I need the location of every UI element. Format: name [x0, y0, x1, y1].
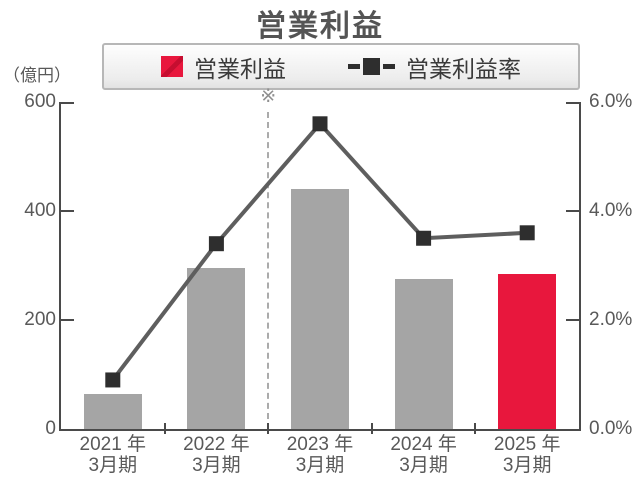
x-axis-label-line1: 2023 年 — [286, 434, 354, 455]
line-marker-2021 — [105, 372, 121, 388]
y-axis-label-left-0: 600 — [24, 91, 56, 112]
line-series-layer — [105, 116, 535, 388]
x-axis-label-2022: 2022 年 3月期 — [165, 434, 269, 476]
line-swatch-dash-icon — [383, 64, 395, 69]
legend-label-operating-profit: 営業利益 — [194, 55, 286, 82]
x-axis-label-2025: 2025 年 3月期 — [475, 434, 579, 476]
x-axis-label-line1: 2022 年 — [183, 434, 250, 455]
x-axis-tick — [267, 423, 270, 434]
x-axis-label-line2: 3月期 — [295, 455, 345, 476]
x-axis-label-line2: 3月期 — [502, 455, 552, 476]
x-axis-label-2023: 2023 年 3月期 — [268, 434, 372, 476]
x-axis-line — [59, 429, 581, 431]
y-axis-label-right-1: 4.0% — [589, 200, 633, 221]
y-axis-label-left-1: 400 — [24, 200, 56, 221]
x-axis-label-line2: 3月期 — [399, 455, 448, 476]
x-axis-label-line1: 2025 年 — [493, 434, 561, 455]
bar-2022 — [187, 268, 246, 429]
x-axis-label-line1: 2024 年 — [390, 434, 457, 455]
x-axis-tick — [474, 423, 477, 434]
plot-area — [59, 102, 581, 434]
y-axis-label-right-0: 6.0% — [589, 91, 633, 112]
line-swatch-dash-icon — [348, 64, 360, 69]
x-axis-tick — [370, 423, 373, 434]
left-axis-tick — [61, 102, 74, 104]
right-axis-tick — [566, 319, 579, 321]
right-axis-line — [579, 102, 581, 431]
bar-2025 — [498, 273, 557, 429]
y-axis-label-left-2: 200 — [24, 309, 56, 330]
legend-item-operating-margin: 営業利益率 — [348, 50, 521, 84]
x-axis-label-2021: 2021 年 3月期 — [61, 434, 165, 476]
x-axis-label-2024: 2024 年 3月期 — [372, 434, 476, 476]
line-marker-2025 — [519, 225, 535, 241]
line-marker-2022 — [208, 236, 224, 252]
legend: 営業利益 営業利益率 — [102, 43, 580, 90]
x-axis-label-line1: 2021 年 — [79, 434, 147, 455]
left-axis-line — [59, 102, 61, 431]
legend-item-operating-profit: 営業利益 — [161, 50, 286, 84]
legend-label-operating-margin: 営業利益率 — [406, 55, 521, 82]
footnote-marker: ※ — [260, 86, 277, 107]
line-swatch-marker-icon — [363, 58, 380, 75]
left-axis-tick — [61, 319, 74, 321]
bar-series-swatch — [161, 56, 183, 77]
right-axis-tick — [566, 102, 579, 104]
left-axis-unit-label: （億円） — [3, 66, 71, 85]
left-axis-tick — [61, 210, 74, 212]
y-axis-label-left-3: 0 — [45, 418, 56, 439]
y-axis-label-right-2: 2.0% — [589, 309, 633, 330]
operating-margin-line — [111, 120, 528, 382]
line-marker-2023 — [312, 116, 328, 132]
line-series-swatch — [348, 58, 395, 75]
line-marker-2024 — [416, 230, 432, 246]
dashed-separator-line — [267, 112, 270, 429]
y-axis-label-right-3: 0.0% — [589, 418, 633, 439]
x-axis-label-line2: 3月期 — [192, 455, 241, 476]
right-axis-tick — [566, 210, 579, 212]
bar-2023 — [291, 189, 349, 429]
x-axis-label-line2: 3月期 — [88, 455, 138, 476]
bar-2024 — [394, 279, 453, 429]
bar-2021 — [83, 393, 142, 429]
chart-title: 営業利益 — [256, 10, 384, 43]
x-axis-tick — [163, 423, 166, 434]
